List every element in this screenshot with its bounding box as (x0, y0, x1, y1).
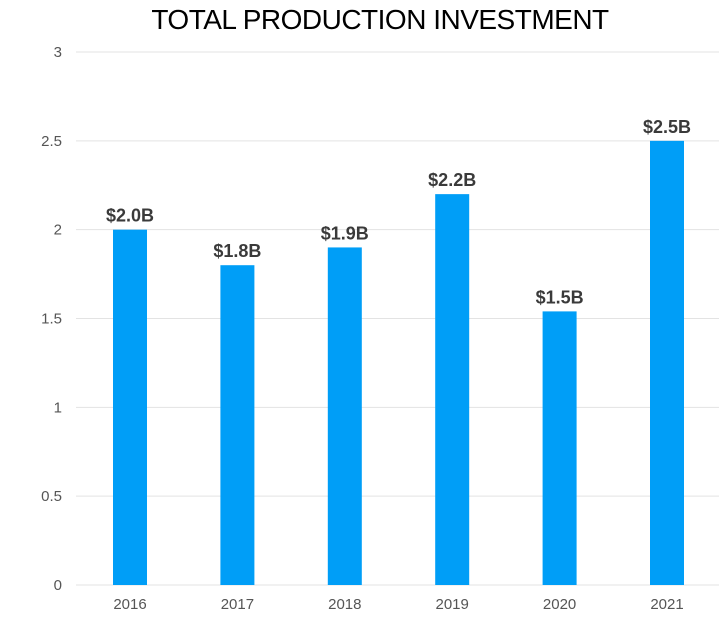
data-label-2021: $2.5B (643, 117, 691, 137)
y-tick-label: 0 (54, 577, 62, 594)
data-labels: $2.0B $1.8B $1.9B $2.2B $1.5B $2.5B (106, 117, 691, 308)
x-tick-label-2021: 2021 (650, 596, 683, 613)
bar-2017 (220, 265, 255, 585)
y-tick-label: 2.5 (41, 133, 62, 150)
bar-2019 (435, 194, 470, 585)
gridlines (76, 51, 719, 586)
y-axis-ticks: 0 0.5 1 1.5 2 2.5 3 (41, 44, 62, 594)
data-label-2016: $2.0B (106, 206, 154, 226)
data-label-2020: $1.5B (536, 287, 584, 307)
bar-2018 (327, 247, 362, 585)
y-tick-label: 3 (54, 44, 62, 61)
y-tick-label: 0.5 (41, 488, 62, 505)
x-tick-label-2016: 2016 (113, 596, 146, 613)
x-axis-ticks: 2016 2017 2018 2019 2020 2021 (113, 596, 683, 613)
x-tick-label-2020: 2020 (543, 596, 576, 613)
data-label-2019: $2.2B (428, 170, 476, 190)
chart-title: TOTAL PRODUCTION INVESTMENT (151, 4, 609, 35)
x-tick-label-2017: 2017 (221, 596, 254, 613)
y-tick-label: 2 (54, 222, 62, 239)
bar-2016 (113, 229, 147, 585)
bar-2021 (650, 140, 684, 586)
data-label-2018: $1.9B (321, 223, 369, 243)
bar-2020 (542, 311, 577, 585)
x-tick-label-2019: 2019 (436, 596, 469, 613)
bars (113, 140, 684, 586)
x-tick-label-2018: 2018 (328, 596, 361, 613)
data-label-2017: $1.8B (213, 241, 261, 261)
y-tick-label: 1.5 (41, 311, 62, 328)
y-tick-label: 1 (54, 399, 62, 416)
